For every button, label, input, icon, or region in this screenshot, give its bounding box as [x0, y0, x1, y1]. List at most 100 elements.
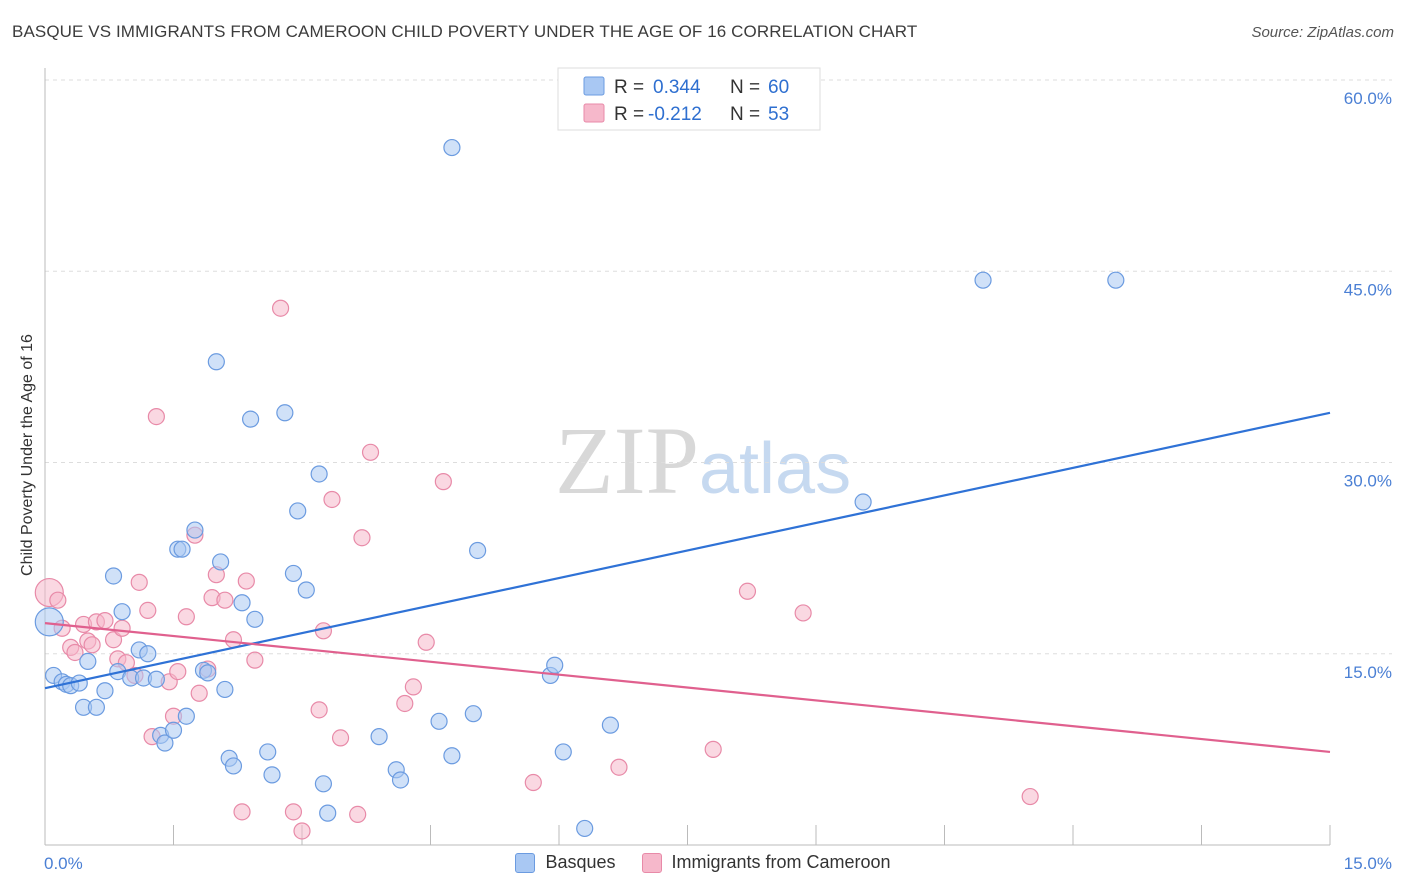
basques-point-6	[79, 652, 97, 671]
watermark-atlas: atlas	[699, 429, 852, 509]
basques-point-47	[443, 747, 461, 765]
basques-point-39	[297, 581, 315, 599]
legend-label-basques: Basques	[545, 852, 616, 872]
basques-point-31	[233, 594, 251, 612]
immigrants-point-21	[169, 662, 187, 681]
immigrants-point-34	[284, 803, 303, 821]
immigrants-point-46	[434, 473, 452, 491]
basques-point-30	[224, 757, 243, 775]
basques-point-56	[854, 493, 872, 511]
watermark: ZIPatlas	[555, 405, 851, 516]
basques-point-18	[156, 734, 174, 752]
legend-swatch-immigrants-bottom	[641, 852, 662, 873]
basques-point-7	[87, 698, 106, 716]
legend-swatch-immigrants	[583, 103, 605, 123]
basques-point-54	[576, 819, 594, 838]
immigrants-point-38	[323, 490, 341, 509]
immigrants-point-16	[139, 601, 157, 620]
immigrants-point-33	[271, 299, 290, 317]
basques-point-40	[310, 465, 328, 483]
immigrants-point-18	[147, 408, 165, 426]
basques-point-46	[430, 712, 448, 730]
legend-item-basques: Basques	[515, 852, 616, 873]
y-tick-label-3: 60.0%	[1344, 89, 1392, 108]
immigrants-point-48	[610, 758, 628, 776]
immigrants-point-30	[233, 803, 251, 821]
basques-point-59	[34, 607, 64, 637]
basques-point-23	[186, 521, 204, 539]
series-immigrants-points	[34, 299, 1039, 840]
basques-point-52	[546, 656, 564, 674]
axes	[44, 68, 1331, 846]
immigrants-point-10	[104, 631, 123, 649]
immigrants-point-31	[237, 572, 255, 590]
basques-point-27	[212, 553, 230, 571]
basques-point-37	[284, 564, 303, 583]
y-tick-label-0: 15.0%	[1344, 663, 1392, 682]
legend-r-label-2: R =	[614, 104, 644, 125]
trend-lines	[44, 411, 1331, 754]
immigrants-point-4	[66, 643, 84, 662]
x-tick-label-0: 0.0%	[44, 854, 83, 873]
basques-point-41	[314, 775, 333, 793]
immigrants-point-32	[246, 651, 264, 669]
immigrants-point-47	[524, 773, 542, 792]
immigrants-point-49	[704, 740, 722, 758]
immigrants-point-15	[130, 573, 148, 591]
basques-point-45	[391, 771, 410, 789]
legend-r-label-1: R =	[614, 77, 644, 98]
trend-line-basques	[44, 411, 1331, 690]
immigrants-point-28	[216, 591, 234, 609]
trend-line-immigrants	[44, 622, 1331, 754]
immigrants-point-52	[1021, 787, 1039, 806]
immigrants-point-9	[96, 611, 114, 630]
immigrants-point-40	[349, 805, 367, 824]
legend-r-value-1: 0.344	[653, 77, 701, 98]
basques-point-36	[276, 404, 294, 422]
tick-labels: 15.0% 30.0% 45.0% 60.0% 0.0% 15.0%	[44, 89, 1392, 873]
immigrants-point-44	[404, 678, 422, 696]
basques-point-43	[370, 728, 388, 746]
basques-point-15	[139, 645, 157, 663]
chart-title: BASQUE VS IMMIGRANTS FROM CAMEROON CHILD…	[12, 22, 918, 41]
basques-point-33	[246, 610, 264, 628]
source-credit: Source: ZipAtlas.com	[1251, 24, 1394, 41]
basques-point-55	[601, 716, 620, 734]
y-tick-label-1: 30.0%	[1344, 472, 1392, 491]
immigrants-point-12	[113, 619, 131, 637]
immigrants-point-7	[83, 636, 101, 654]
basques-point-9	[104, 567, 123, 585]
basques-point-11	[113, 603, 131, 621]
basques-point-50	[469, 541, 487, 560]
basques-point-19	[164, 721, 183, 739]
immigrants-point-51	[794, 604, 812, 622]
gridlines	[45, 79, 1392, 655]
immigrants-point-24	[190, 684, 208, 702]
basques-point-32	[242, 410, 260, 428]
legend-n-value-1: 60	[768, 77, 789, 98]
basques-point-58	[1107, 271, 1125, 289]
basques-point-28	[216, 680, 234, 699]
basques-point-34	[259, 743, 277, 761]
immigrants-point-50	[738, 582, 757, 600]
immigrants-point-29	[224, 631, 243, 649]
legend-swatch-basques-bottom	[515, 852, 536, 873]
y-tick-label-2: 45.0%	[1344, 280, 1392, 299]
immigrants-point-35	[293, 822, 311, 840]
legend-n-label-1: N =	[730, 77, 760, 98]
immigrants-point-1	[49, 591, 67, 609]
legend-n-value-2: 53	[768, 104, 789, 125]
immigrants-point-41	[353, 529, 371, 547]
legend-label-immigrants: Immigrants from Cameroon	[671, 852, 891, 872]
basques-point-57	[974, 271, 992, 289]
legend-n-label-2: N =	[730, 104, 760, 125]
immigrants-point-42	[361, 443, 380, 461]
basques-point-53	[554, 743, 572, 761]
legend-swatch-basques	[583, 76, 605, 96]
basques-point-25	[199, 664, 217, 682]
basques-point-49	[464, 705, 482, 723]
legend-box: R = 0.344 N = 60 R = -0.212 N = 53	[557, 67, 821, 131]
immigrants-point-45	[417, 633, 435, 651]
basques-point-16	[147, 670, 165, 688]
immigrants-point-22	[177, 608, 195, 626]
